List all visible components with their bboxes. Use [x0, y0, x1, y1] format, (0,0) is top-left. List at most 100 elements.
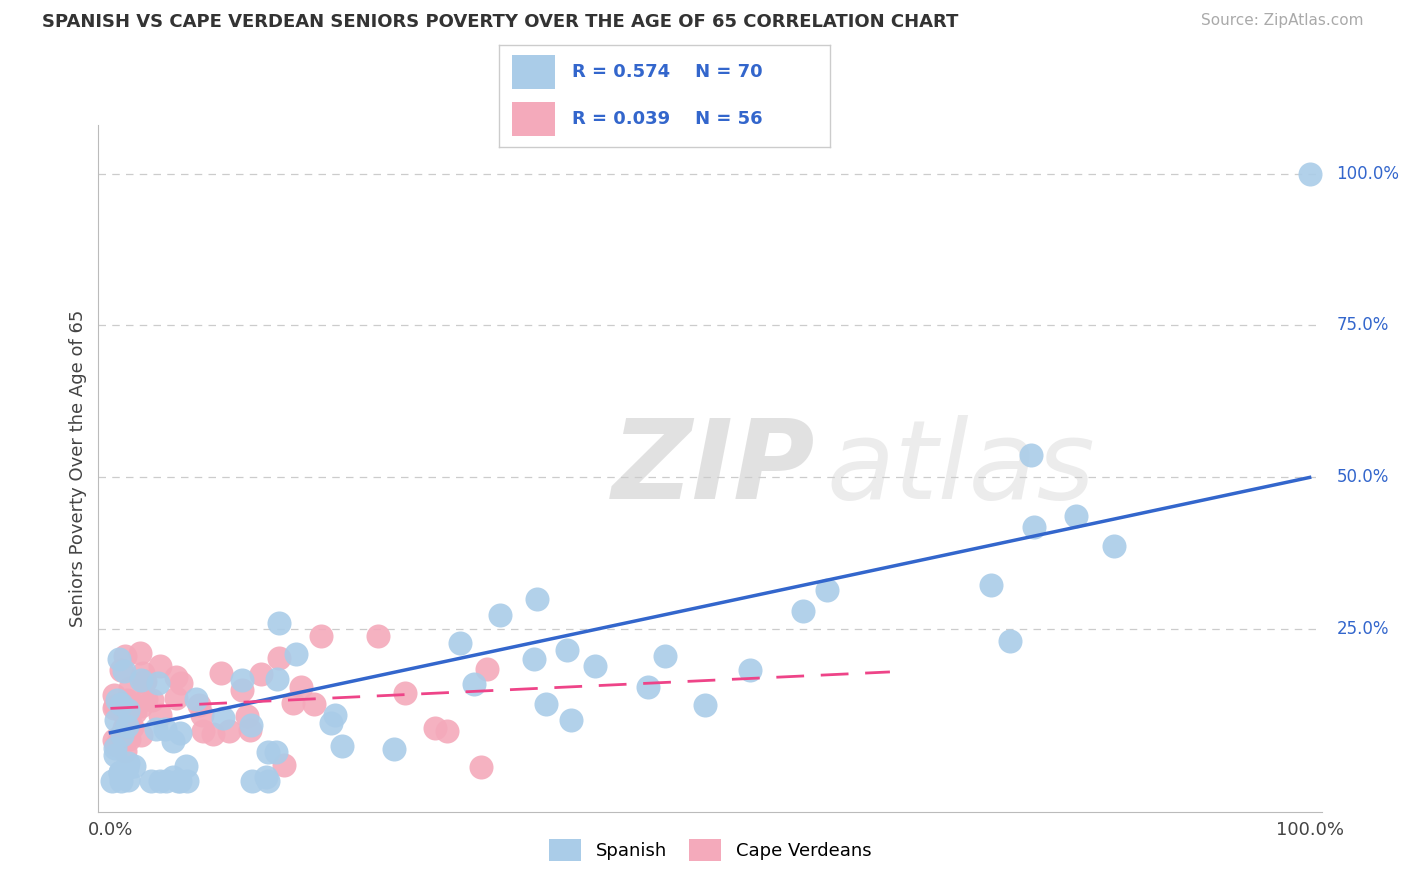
Point — [162, 734, 184, 748]
Point — [124, 706, 146, 720]
Point — [110, 664, 132, 678]
Point — [1022, 519, 1045, 533]
Point — [104, 741, 127, 756]
Point — [129, 646, 152, 660]
Point — [1066, 508, 1088, 523]
Point — [273, 757, 295, 772]
Text: 75.0%: 75.0% — [1336, 317, 1389, 334]
Text: SPANISH VS CAPE VERDEAN SENIORS POVERTY OVER THE AGE OF 65 CORRELATION CHART: SPANISH VS CAPE VERDEAN SENIORS POVERTY … — [42, 13, 959, 31]
Point — [117, 703, 139, 717]
Point — [583, 659, 606, 673]
Point — [146, 676, 169, 690]
Point — [103, 688, 125, 702]
Point — [139, 774, 162, 789]
Point — [149, 708, 172, 723]
Point — [240, 718, 263, 732]
Point — [104, 699, 127, 714]
Point — [264, 745, 287, 759]
Point — [523, 652, 546, 666]
Point — [169, 774, 191, 789]
Point — [108, 729, 131, 743]
Point — [330, 739, 353, 754]
Point — [382, 741, 405, 756]
Point — [319, 715, 342, 730]
Point — [187, 698, 209, 713]
Text: 100.0%: 100.0% — [1336, 164, 1399, 183]
Point — [170, 676, 193, 690]
Point — [129, 673, 152, 687]
FancyBboxPatch shape — [512, 102, 555, 136]
Point — [117, 756, 139, 770]
Point — [738, 663, 761, 677]
Point — [256, 745, 278, 759]
Point — [108, 765, 131, 780]
FancyBboxPatch shape — [512, 55, 555, 88]
Point — [254, 770, 277, 784]
Y-axis label: Seniors Poverty Over the Age of 65: Seniors Poverty Over the Age of 65 — [69, 310, 87, 627]
Point — [111, 728, 134, 742]
Point — [104, 747, 127, 762]
Point — [693, 698, 716, 713]
Point — [266, 672, 288, 686]
Point — [169, 726, 191, 740]
Point — [117, 703, 139, 717]
Legend: Spanish, Cape Verdeans: Spanish, Cape Verdeans — [541, 831, 879, 868]
Point — [212, 711, 235, 725]
Point — [191, 723, 214, 738]
Point — [231, 673, 253, 687]
Point — [117, 772, 139, 787]
Point — [132, 675, 155, 690]
Point — [105, 738, 128, 752]
Point — [107, 652, 129, 666]
Point — [108, 765, 131, 780]
Point — [980, 578, 1002, 592]
Point — [475, 662, 498, 676]
Point — [167, 774, 190, 789]
Point — [218, 724, 240, 739]
Point — [815, 582, 838, 597]
Point — [256, 773, 278, 788]
Point — [122, 758, 145, 772]
Text: 25.0%: 25.0% — [1336, 620, 1389, 639]
Point — [103, 701, 125, 715]
Point — [135, 692, 157, 706]
Point — [209, 665, 232, 680]
Point — [114, 648, 136, 663]
Point — [285, 647, 308, 661]
Point — [118, 711, 141, 725]
Point — [560, 713, 582, 727]
Point — [129, 698, 152, 713]
Point — [1298, 167, 1320, 181]
Point — [115, 709, 138, 723]
Point — [117, 732, 139, 747]
Point — [792, 603, 814, 617]
Point — [240, 774, 263, 789]
Point — [267, 615, 290, 630]
Point — [269, 651, 291, 665]
Point — [110, 774, 132, 789]
Point — [165, 670, 187, 684]
Point — [105, 693, 128, 707]
Text: Source: ZipAtlas.com: Source: ZipAtlas.com — [1201, 13, 1364, 29]
Point — [141, 693, 163, 707]
Text: R = 0.039    N = 56: R = 0.039 N = 56 — [572, 110, 762, 128]
Point — [367, 629, 389, 643]
Point — [145, 722, 167, 736]
Point — [323, 708, 346, 723]
Point — [555, 642, 578, 657]
Point — [110, 698, 132, 712]
Point — [112, 664, 135, 678]
Point — [111, 704, 134, 718]
Text: 50.0%: 50.0% — [1336, 468, 1389, 486]
Point — [114, 744, 136, 758]
Text: ZIP: ZIP — [612, 415, 815, 522]
Point — [637, 680, 659, 694]
Point — [118, 681, 141, 695]
Point — [115, 716, 138, 731]
Point — [231, 683, 253, 698]
Point — [149, 658, 172, 673]
Point — [436, 723, 458, 738]
Point — [101, 774, 124, 789]
Point — [526, 592, 548, 607]
Point — [131, 728, 153, 742]
